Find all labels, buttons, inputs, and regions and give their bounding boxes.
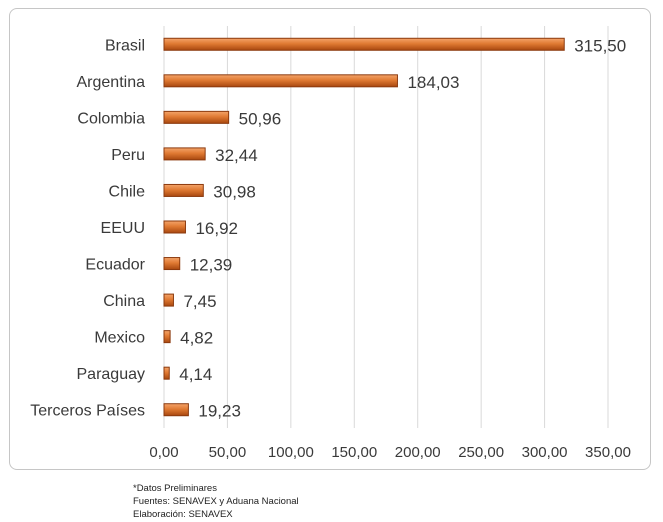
x-tick-label: 300,00 bbox=[522, 444, 568, 461]
value-label: 32,44 bbox=[215, 146, 258, 165]
x-tick-label: 100,00 bbox=[268, 444, 314, 461]
category-label: Chile bbox=[109, 183, 146, 200]
category-label: China bbox=[103, 293, 145, 310]
bar-terceros-países bbox=[163, 403, 189, 417]
x-tick-label: 350,00 bbox=[585, 444, 631, 461]
footnotes: *Datos Preliminares Fuentes: SENAVEX y A… bbox=[133, 482, 299, 521]
x-tick-label: 150,00 bbox=[331, 444, 377, 461]
labels: 0,00 50,00 100,00 150,00 200,00 250,00 300,00 3… bbox=[30, 36, 631, 461]
value-label: 315,50 bbox=[574, 36, 626, 55]
value-label: 19,23 bbox=[198, 402, 241, 421]
x-tick-label: 0,00 bbox=[149, 444, 178, 461]
category-label: Argentina bbox=[77, 74, 146, 91]
bar-colombia bbox=[163, 110, 230, 124]
x-tick-label: 200,00 bbox=[395, 444, 441, 461]
category-label: Terceros Países bbox=[30, 403, 145, 420]
value-label: 16,92 bbox=[195, 219, 238, 238]
category-label: Colombia bbox=[77, 110, 145, 127]
value-label: 4,82 bbox=[180, 329, 213, 348]
footnote-sources: Fuentes: SENAVEX y Aduana Nacional bbox=[133, 496, 299, 507]
x-tick-label: 50,00 bbox=[209, 444, 247, 461]
category-label: EEUU bbox=[101, 220, 145, 237]
value-label: 12,39 bbox=[190, 256, 233, 275]
bar-mexico bbox=[163, 330, 171, 344]
value-label: 7,45 bbox=[183, 292, 216, 311]
bar-peru bbox=[163, 147, 206, 161]
category-label: Ecuador bbox=[85, 257, 145, 274]
value-label: 50,96 bbox=[239, 109, 282, 128]
category-label: Peru bbox=[111, 147, 145, 164]
bar-eeuu bbox=[163, 220, 186, 234]
bars bbox=[163, 37, 565, 417]
x-tick-label: 250,00 bbox=[458, 444, 504, 461]
value-label: 4,14 bbox=[179, 365, 212, 384]
category-label: Mexico bbox=[94, 330, 145, 347]
bar-china bbox=[163, 293, 174, 307]
bar-chart: 0,00 50,00 100,00 150,00 200,00 250,00 300,00 3… bbox=[30, 26, 631, 461]
footnote-preliminary: *Datos Preliminares bbox=[133, 483, 217, 494]
bar-paraguay bbox=[163, 366, 170, 380]
gridlines bbox=[163, 26, 609, 428]
bar-ecuador bbox=[163, 257, 181, 271]
value-label: 184,03 bbox=[407, 73, 459, 92]
footnote-elaboration: Elaboración: SENAVEX bbox=[133, 509, 233, 520]
value-label: 30,98 bbox=[213, 182, 256, 201]
bar-chile bbox=[163, 183, 204, 197]
category-label: Brasil bbox=[105, 37, 145, 54]
bar-argentina bbox=[163, 74, 398, 88]
bar-brasil bbox=[163, 37, 565, 51]
category-label: Paraguay bbox=[77, 366, 146, 383]
